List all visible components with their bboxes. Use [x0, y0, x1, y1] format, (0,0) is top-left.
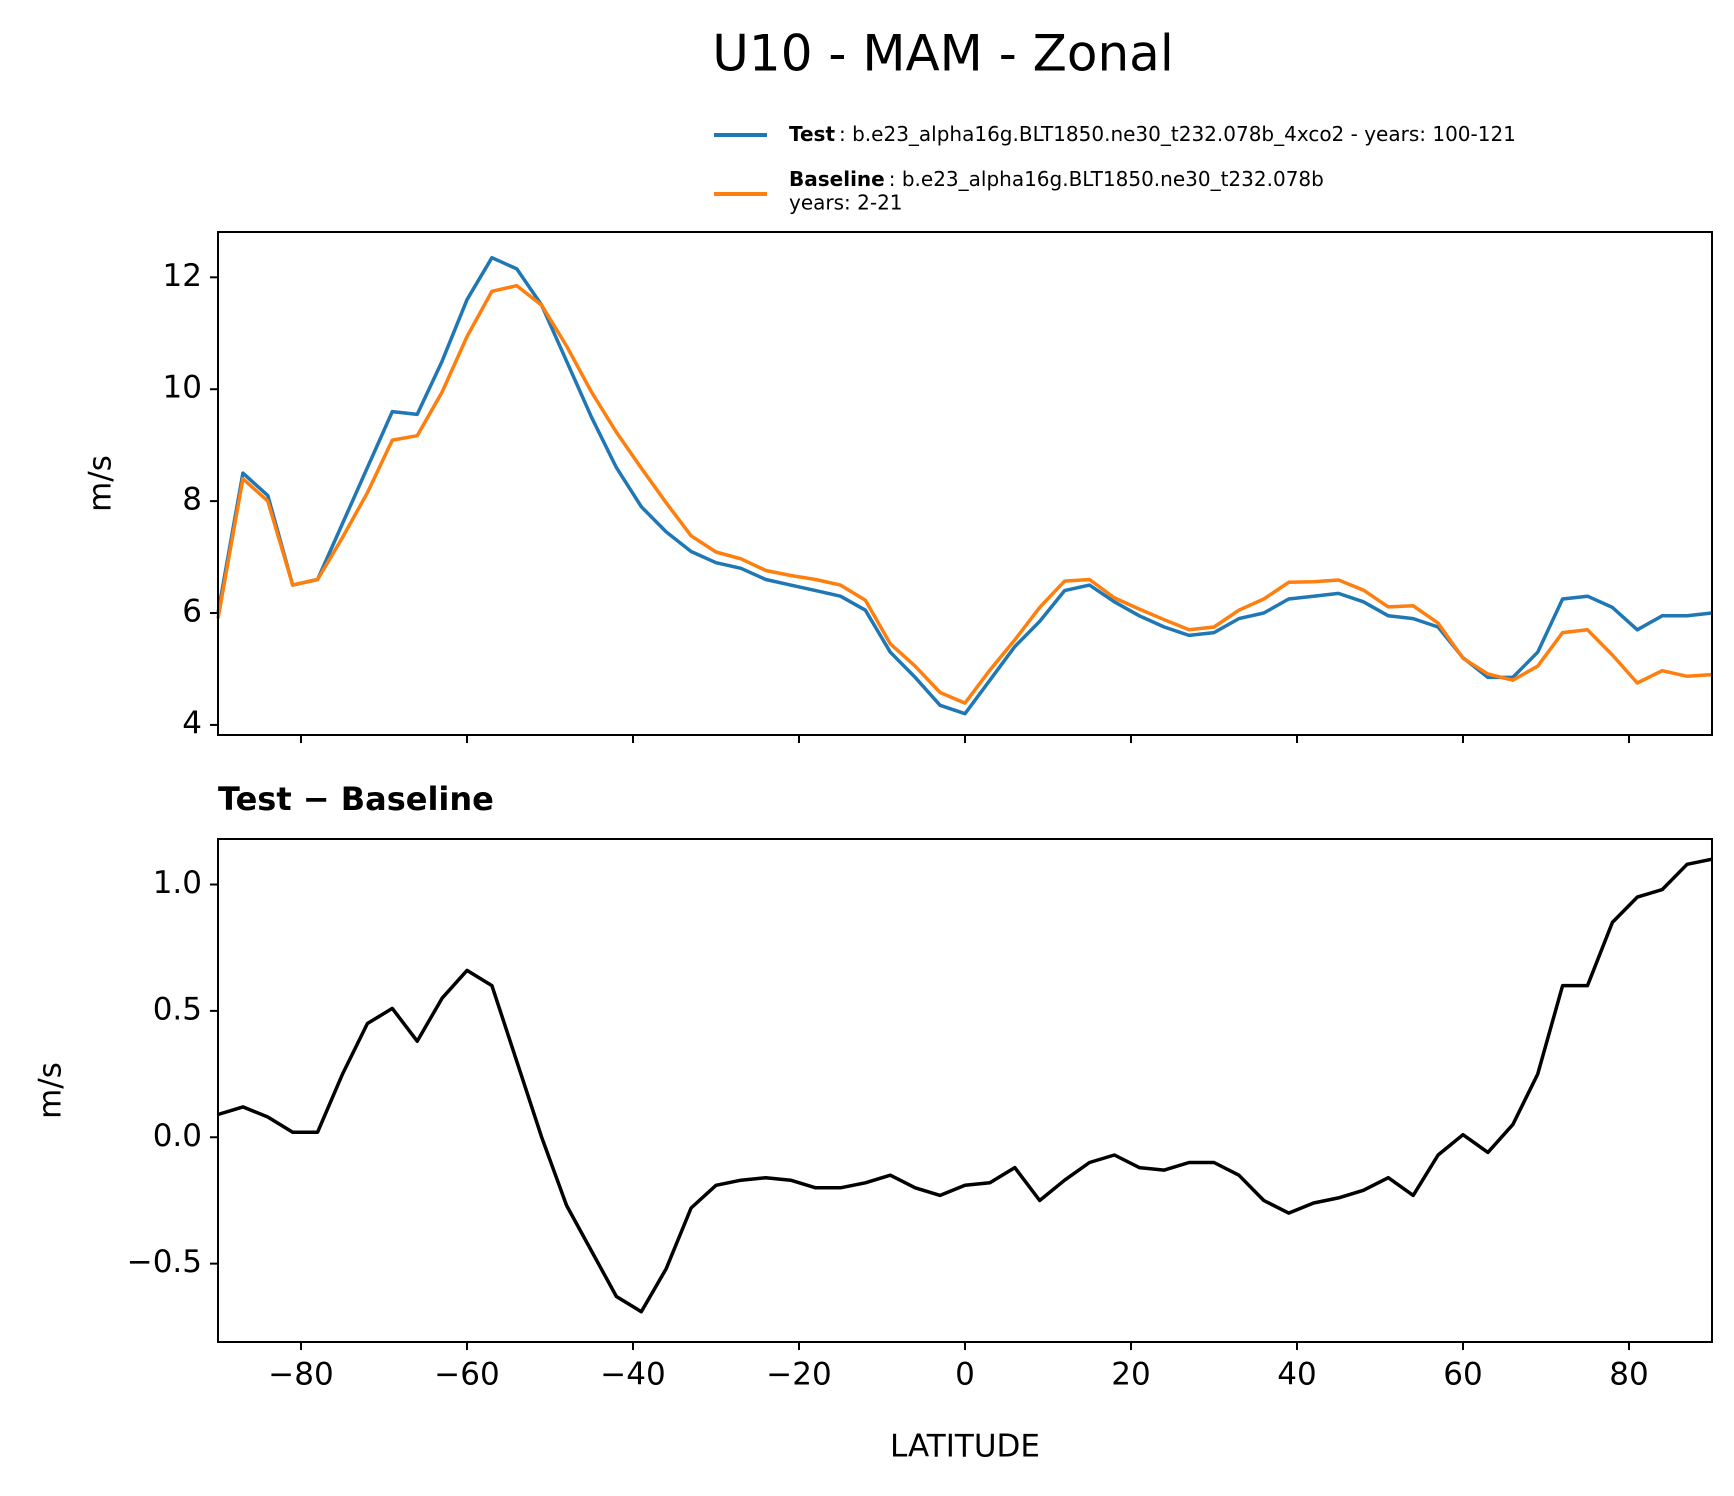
- panel-title: Test − Baseline: [218, 780, 494, 818]
- legend-description: : b.e23_alpha16g.BLT1850.ne30_t232.078b: [889, 167, 1324, 191]
- x-tick-label: −20: [766, 1357, 831, 1393]
- y-tick-label: 12: [163, 258, 202, 294]
- x-tick-label: 20: [1111, 1357, 1150, 1393]
- y-tick-label: −0.5: [127, 1244, 202, 1280]
- legend-name: Baseline: [789, 167, 885, 191]
- y-axis-label: m/s: [33, 1062, 69, 1119]
- chart-title: U10 - MAM - Zonal: [712, 25, 1173, 83]
- legend-entry: Baseline: b.e23_alpha16g.BLT1850.ne30_t2…: [789, 167, 1324, 191]
- y-tick-label: 0.0: [153, 1118, 202, 1154]
- x-tick-label: 60: [1443, 1357, 1482, 1393]
- x-tick-label: −80: [268, 1357, 333, 1393]
- axes-frame: [217, 838, 1713, 1343]
- y-tick-label: 1.0: [153, 865, 202, 901]
- legend-entry: Test: b.e23_alpha16g.BLT1850.ne30_t232.0…: [789, 122, 1516, 146]
- series-line: [216, 255, 1713, 716]
- legend-description: : b.e23_alpha16g.BLT1850.ne30_t232.078b_…: [839, 122, 1516, 146]
- y-tick-label: 6: [182, 594, 202, 630]
- x-tick-label: −60: [434, 1357, 499, 1393]
- x-tick-label: 40: [1277, 1357, 1316, 1393]
- x-tick-label: 0: [955, 1357, 975, 1393]
- y-tick-label: 0.5: [153, 991, 202, 1027]
- x-tick-label: 80: [1609, 1357, 1648, 1393]
- y-tick-label: 8: [182, 482, 202, 518]
- y-tick-label: 4: [182, 705, 202, 741]
- x-axis-label: LATITUDE: [890, 1429, 1040, 1465]
- series-line: [216, 283, 1713, 705]
- legend-description: years: 2-21: [789, 191, 903, 215]
- axes-frame: [217, 231, 1713, 736]
- x-tick-label: −40: [600, 1357, 665, 1393]
- difference-line: [217, 857, 1713, 1314]
- y-axis-label: m/s: [83, 455, 119, 512]
- y-tick-label: 10: [163, 370, 202, 406]
- legend-name: Test: [789, 122, 835, 146]
